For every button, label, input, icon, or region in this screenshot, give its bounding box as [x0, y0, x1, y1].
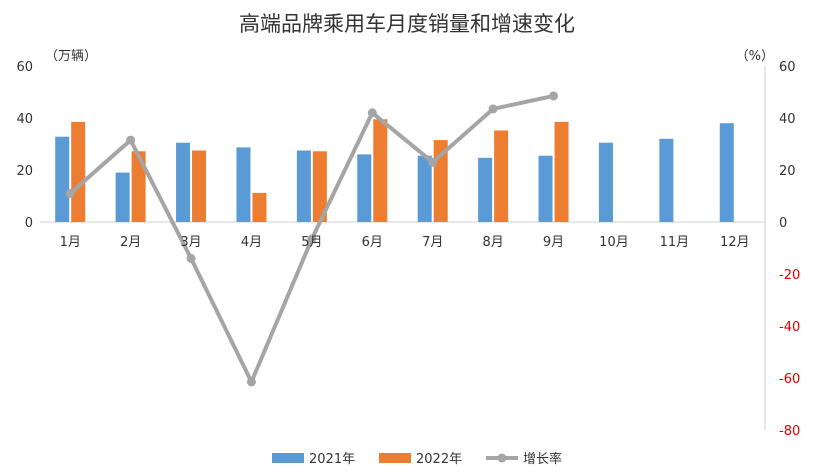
axis-lines: [40, 66, 766, 430]
right-tick-label: -80: [779, 424, 800, 439]
right-axis-unit: （%）: [736, 49, 774, 64]
growth-point-4月: [246, 377, 256, 387]
bar-2022年-2月: [131, 151, 146, 222]
legend-swatch: [379, 453, 411, 463]
x-tick-label: 4月: [241, 235, 262, 250]
legend-label: 2021年: [309, 452, 355, 467]
bar-2022年-5月: [312, 151, 327, 222]
right-tick-label: -20: [779, 268, 800, 283]
left-tick-label: 60: [16, 60, 33, 75]
growth-point-6月: [367, 108, 377, 118]
right-tick-label: 60: [779, 60, 796, 75]
bar-2022年-6月: [373, 119, 388, 222]
left-axis-unit: （万辆）: [45, 49, 97, 64]
growth-line: [65, 91, 559, 387]
bar-2021年-8月: [478, 157, 493, 222]
bar-2021年-10月: [598, 142, 613, 222]
right-tick-label: 20: [779, 164, 796, 179]
bar-2022年-1月: [71, 121, 86, 222]
growth-point-7月: [428, 157, 438, 167]
legend-label: 2022年: [416, 452, 462, 467]
right-axis: 60 40 20 0 -20 -40 -60 -80: [779, 60, 800, 439]
bar-2022年-9月: [554, 121, 569, 222]
growth-point-1月: [65, 188, 75, 198]
growth-point-2月: [126, 135, 136, 145]
chart-title: 高端品牌乘用车月度销量和增速变化: [239, 12, 575, 36]
x-tick-label: 11月: [660, 235, 690, 250]
bar-2021年-5月: [296, 150, 311, 222]
bar-2021年-6月: [357, 154, 372, 222]
right-tick-label: -40: [779, 320, 800, 335]
x-tick-label: 3月: [180, 235, 201, 250]
x-axis-labels: 1月 2月 3月 4月 5月 6月 7月 8月 9月 10月 11月 12月: [60, 235, 750, 250]
bar-2021年-3月: [176, 142, 191, 222]
x-tick-label: 10月: [599, 235, 629, 250]
x-tick-label: 1月: [60, 235, 81, 250]
x-tick-label: 2月: [120, 235, 141, 250]
growth-point-9月: [549, 91, 559, 101]
left-tick-label: 0: [25, 216, 33, 231]
x-tick-label: 12月: [720, 235, 750, 250]
left-tick-label: 40: [16, 112, 33, 127]
right-tick-label: 40: [779, 112, 796, 127]
legend-label: 增长率: [523, 451, 562, 467]
x-tick-label: 5月: [301, 235, 322, 250]
bar-2021年-4月: [236, 147, 251, 222]
bar-2021年-9月: [538, 155, 553, 222]
legend: 2021年 2022年 增长率: [272, 451, 562, 467]
legend-point-swatch: [497, 453, 507, 463]
x-tick-label: 6月: [362, 235, 383, 250]
left-axis: 0 20 40 60: [16, 60, 33, 231]
growth-point-8月: [488, 104, 498, 114]
right-tick-label: 0: [779, 216, 787, 231]
bar-2021年-2月: [115, 172, 130, 222]
x-tick-label: 7月: [422, 235, 443, 250]
growth-point-5月: [307, 234, 317, 244]
growth-point-3月: [186, 253, 196, 263]
bar-2021年-1月: [55, 136, 70, 222]
bars: [55, 119, 734, 222]
left-tick-label: 20: [16, 164, 33, 179]
bar-2021年-12月: [719, 123, 734, 222]
x-tick-label: 8月: [482, 235, 503, 250]
legend-swatch: [272, 453, 304, 463]
bar-2022年-4月: [252, 192, 267, 222]
bar-2022年-8月: [494, 130, 509, 222]
bar-2021年-11月: [659, 138, 674, 222]
bar-2021年-7月: [417, 155, 432, 222]
right-tick-label: -60: [779, 372, 800, 387]
x-tick-label: 9月: [543, 235, 564, 250]
bar-2022年-3月: [192, 150, 207, 222]
